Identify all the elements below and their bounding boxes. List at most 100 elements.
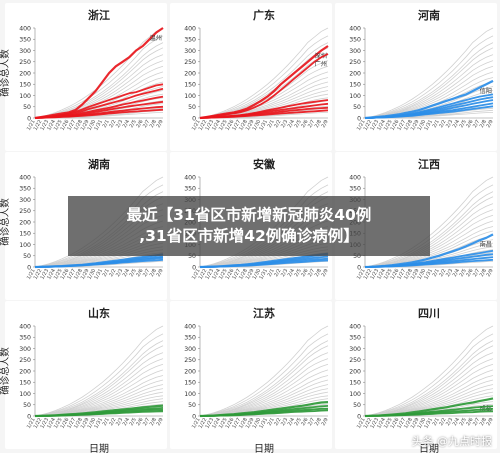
- x-tick-label: 1/21: [356, 268, 367, 281]
- y-tick-label: 350: [184, 186, 196, 193]
- y-tick-label: 100: [19, 242, 31, 249]
- panel-7: 山东0501001502002503003504001/211/221/231/…: [0, 301, 167, 453]
- x-tick-label: 2/6: [465, 417, 474, 427]
- y-tick-label: 250: [349, 59, 361, 66]
- x-tick-label: 1/27: [66, 417, 77, 430]
- x-tick-label: 2/1: [267, 417, 276, 427]
- x-tick-label: 1/22: [33, 119, 44, 132]
- x-tick-label: 2/5: [129, 268, 138, 278]
- x-tick-label: 1/31: [423, 119, 434, 132]
- x-tick-label: 1/22: [33, 268, 44, 281]
- panel-3: 河南0501001502002503003504001/211/221/231/…: [335, 3, 497, 151]
- x-tick-label: 1/27: [231, 417, 242, 430]
- x-tick-label: 2/4: [452, 119, 461, 129]
- x-tick-label: 2/6: [300, 268, 309, 278]
- panel-title: 安徽: [253, 157, 276, 171]
- y-tick-label: 200: [349, 368, 361, 375]
- background-series-line: [364, 340, 494, 417]
- x-tick-label: 1/27: [396, 119, 407, 132]
- highlight-series-line: [200, 409, 329, 417]
- panel-title: 江苏: [253, 306, 275, 320]
- x-tick-label: 2/3: [115, 119, 124, 129]
- x-tick-label: 1/21: [356, 417, 367, 430]
- y-tick-label: 50: [188, 402, 196, 409]
- y-tick-label: 400: [184, 323, 196, 330]
- x-tick-label: 2/1: [102, 417, 111, 427]
- x-tick-label: 2/2: [108, 119, 117, 129]
- x-tick-label: 2/2: [273, 417, 282, 427]
- x-tick-label: 2/5: [294, 268, 303, 278]
- x-tick-label: 2/6: [300, 417, 309, 427]
- y-tick-label: 50: [188, 253, 196, 260]
- y-tick-label: 200: [19, 368, 31, 375]
- panel-1: 浙江0501001502002503003504001/211/221/231/…: [0, 3, 167, 151]
- panel-card: [5, 3, 167, 151]
- x-tick-label: 1/31: [93, 119, 104, 132]
- background-series-line: [199, 340, 329, 417]
- x-tick-label: 2/3: [280, 119, 289, 129]
- headline-line-1: 最近【31省区市新增新冠肺炎40例: [126, 206, 372, 224]
- x-tick-label: 1/28: [73, 119, 84, 132]
- y-tick-label: 50: [353, 104, 361, 111]
- x-axis-label: 日期: [89, 443, 109, 453]
- x-tick-label: 1/21: [191, 417, 202, 430]
- y-tick-label: 300: [184, 48, 196, 55]
- x-tick-label: 2/2: [273, 268, 282, 278]
- x-tick-label: 2/1: [432, 417, 441, 427]
- x-tick-label: 2/7: [472, 417, 481, 427]
- x-tick-label: 2/6: [465, 268, 474, 278]
- y-tick-label: 400: [184, 25, 196, 32]
- x-tick-label: 2/6: [135, 268, 144, 278]
- x-tick-label: 1/30: [252, 417, 263, 430]
- y-tick-label: 150: [349, 380, 361, 387]
- x-tick-label: 1/31: [93, 417, 104, 430]
- x-tick-label: 1/28: [73, 417, 84, 430]
- x-tick-label: 1/28: [403, 268, 414, 281]
- y-tick-label: 400: [19, 174, 31, 181]
- x-tick-label: 2/5: [129, 417, 138, 427]
- y-tick-label: 250: [19, 208, 31, 215]
- x-tick-label: 1/21: [26, 417, 37, 430]
- x-tick-label: 2/6: [465, 119, 474, 129]
- x-tick-label: 2/3: [115, 417, 124, 427]
- x-tick-label: 2/9: [156, 417, 165, 427]
- x-tick-label: 2/4: [287, 119, 296, 129]
- panel-title: 广东: [253, 8, 275, 22]
- x-tick-label: 1/24: [46, 417, 57, 430]
- y-axis-label: 确诊总人数: [0, 198, 11, 246]
- x-tick-label: 2/8: [314, 119, 323, 129]
- x-tick-label: 1/23: [369, 417, 380, 430]
- x-tick-label: 2/5: [294, 417, 303, 427]
- panel-title: 浙江: [88, 8, 110, 22]
- x-tick-label: 2/2: [108, 268, 117, 278]
- x-tick-label: 1/23: [369, 268, 380, 281]
- y-tick-label: 200: [19, 219, 31, 226]
- background-series-line: [199, 358, 329, 417]
- background-series-line: [364, 325, 494, 417]
- x-tick-label: 1/26: [225, 268, 236, 281]
- x-tick-label: 2/3: [115, 268, 124, 278]
- highlight-series-line: [365, 410, 494, 417]
- background-series-line: [34, 345, 164, 417]
- series-label: 温州: [150, 34, 162, 42]
- x-tick-label: 1/23: [39, 268, 50, 281]
- y-axis-label: 确诊总人数: [0, 347, 11, 395]
- y-tick-label: 50: [188, 104, 196, 111]
- x-tick-label: 2/9: [486, 417, 495, 427]
- y-tick-label: 100: [184, 391, 196, 398]
- x-tick-label: 2/7: [472, 119, 481, 129]
- x-tick-label: 1/31: [258, 119, 269, 132]
- x-tick-label: 2/9: [486, 119, 495, 129]
- x-tick-label: 1/28: [238, 268, 249, 281]
- y-tick-label: 200: [349, 70, 361, 77]
- series-label: 信阳: [480, 87, 492, 95]
- y-tick-label: 200: [19, 70, 31, 77]
- panel-title: 江西: [418, 157, 440, 171]
- highlight-series-line: [200, 259, 329, 268]
- x-tick-label: 2/6: [135, 417, 144, 427]
- x-tick-label: 2/6: [300, 119, 309, 129]
- background-series-line: [34, 35, 164, 119]
- x-tick-label: 2/7: [142, 119, 151, 129]
- x-tick-label: 2/6: [135, 119, 144, 129]
